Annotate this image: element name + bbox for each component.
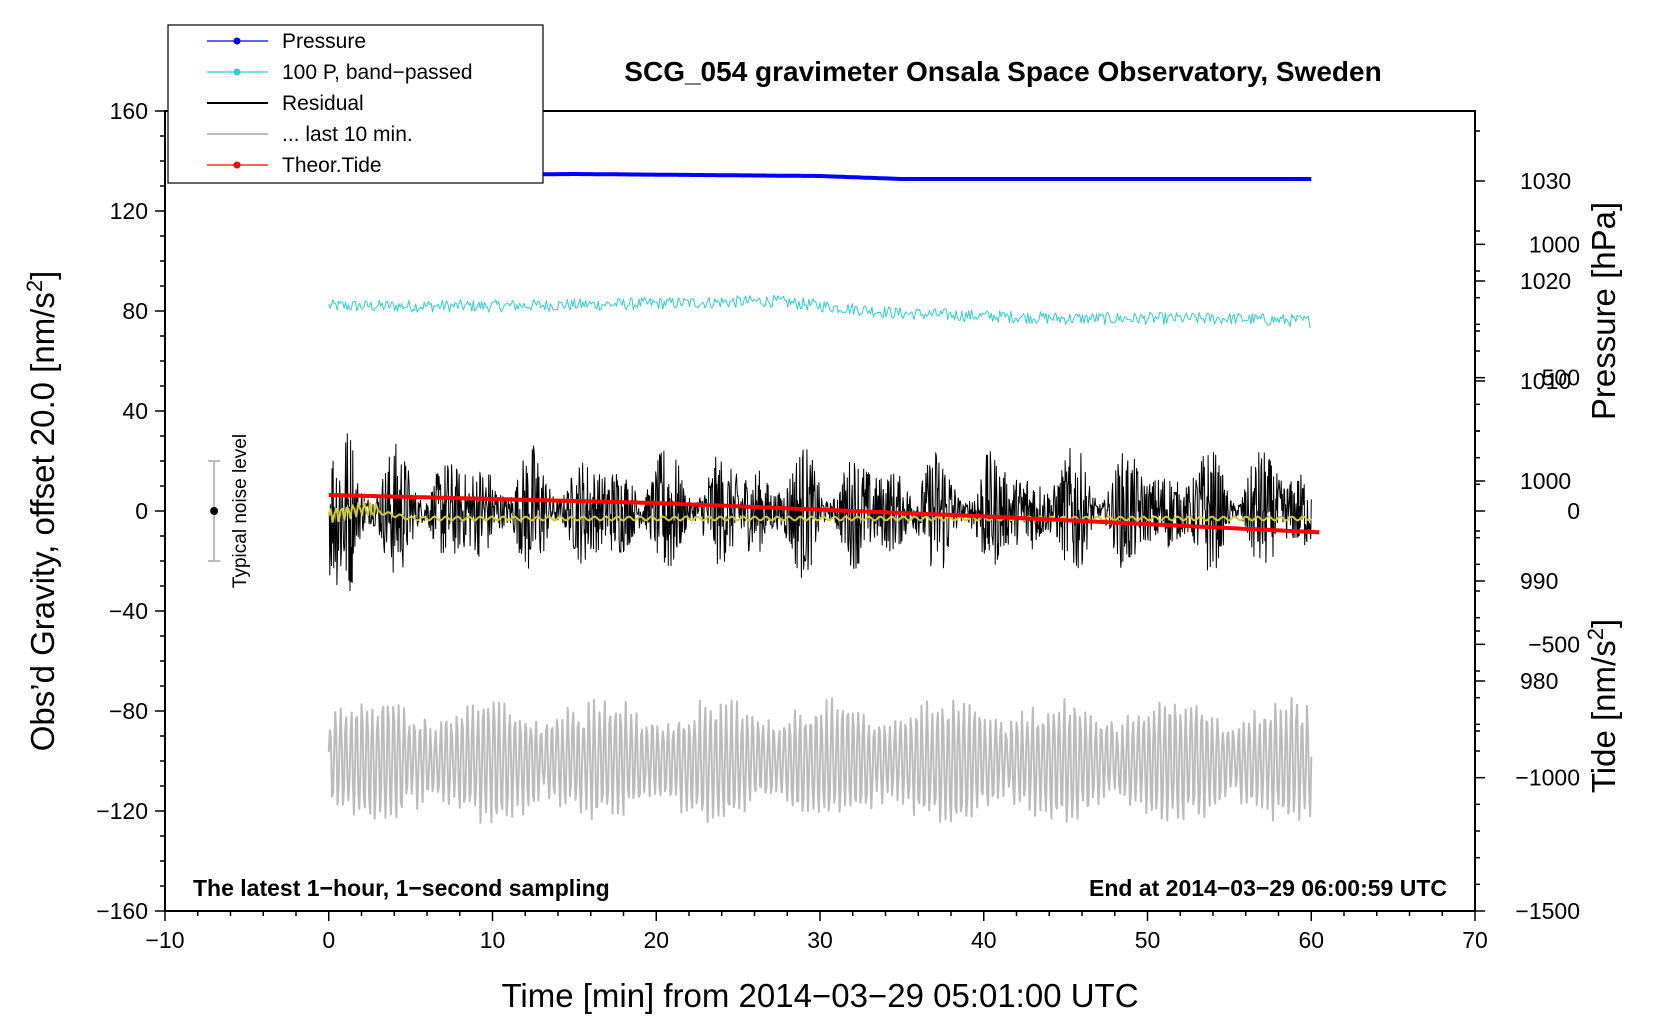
y-left-tick-label: 120 <box>110 198 148 224</box>
series-line-residual <box>328 433 1312 592</box>
y-axis-label-tide-sup: 2 <box>1583 628 1608 640</box>
y-left-tick-label: −120 <box>96 798 148 824</box>
legend-label-theor-tide: Theor.Tide <box>282 154 382 177</box>
y-tide-tick-label: −1000 <box>1515 765 1580 791</box>
x-tick-label: −10 <box>145 927 184 953</box>
legend-label-residual: Residual <box>282 92 364 115</box>
x-tick-label: 50 <box>1135 927 1161 953</box>
noise-center-dot <box>210 507 219 515</box>
series-line-residual-smoothed <box>327 501 1312 523</box>
y-left-tick-label: 0 <box>135 498 148 524</box>
y-axis-label-left: Obs’d Gravity, offset 20.0 [nm/s2] <box>22 271 61 752</box>
y-pressure-tick-label: 1020 <box>1520 268 1571 294</box>
y-axis-label-left-main: Obs’d Gravity, offset 20.0 [nm/s <box>24 292 61 751</box>
y-axis-label-tide: Tide [nm/s2] <box>1583 619 1622 793</box>
y-tide-tick-label: 1000 <box>1529 231 1580 257</box>
y-tide-tick-label: −500 <box>1528 631 1580 657</box>
y-tide-tick-label: 0 <box>1567 498 1580 524</box>
noise-label: Typical noise level <box>230 434 251 588</box>
y-pressure-tick-label: 980 <box>1520 668 1558 694</box>
legend: Pressure 100 P, band−passed Residual ... la… <box>167 24 544 184</box>
y-left-tick-label: −40 <box>109 598 148 624</box>
y-left-tick-label: 40 <box>122 398 148 424</box>
noise-indicator: Typical noise level <box>208 434 251 588</box>
y-left-tick-label: 160 <box>110 98 148 124</box>
y-left-tick-label: −80 <box>109 698 148 724</box>
y-axis-label-left-end: ] <box>24 271 61 280</box>
legend-label-last-10-min: ... last 10 min. <box>282 123 413 146</box>
y-pressure-tick-label: 1000 <box>1520 468 1571 494</box>
annotation-sampling: The latest 1−hour, 1−second sampling <box>193 875 610 901</box>
x-tick-label: 10 <box>480 927 506 953</box>
legend-marker-pressure <box>233 37 241 45</box>
y-axis-label-tide-main: Tide [nm/s <box>1585 640 1622 793</box>
y-axis-label-pressure: Pressure [hPa] <box>1585 202 1622 420</box>
legend-marker-theor-tide <box>233 161 241 169</box>
series-line-theor-tide <box>328 493 1320 535</box>
y-left-tick-label: 80 <box>122 298 148 324</box>
y-tide-tick-label: 500 <box>1542 365 1580 391</box>
x-tick-label: 30 <box>807 927 833 953</box>
y-axis-label-tide-end: ] <box>1585 619 1622 628</box>
axes-layer: −10 0 10 20 30 40 50 60 7016012080400−40−80−120−… <box>96 98 1580 953</box>
x-tick-label: 20 <box>643 927 669 953</box>
x-tick-label: 40 <box>971 927 997 953</box>
legend-label-pressure: Pressure <box>282 30 366 53</box>
x-tick-label: 60 <box>1298 927 1324 953</box>
y-pressure-tick-label: 1010 <box>1520 368 1571 394</box>
y-tide-tick-label: −1500 <box>1515 898 1580 924</box>
legend-marker-100-p-band-passed <box>233 68 241 76</box>
x-axis-label: Time [min] from 2014−03−29 05:01:00 UTC <box>501 977 1138 1014</box>
y-axis-label-left-sup: 2 <box>22 280 47 292</box>
y-left-tick-label: −160 <box>96 898 148 924</box>
series-line-last-10-min <box>327 696 1313 824</box>
x-tick-label: 0 <box>322 927 335 953</box>
y-pressure-tick-label: 1030 <box>1520 168 1571 194</box>
chart-title: SCG_054 gravimeter Onsala Space Observat… <box>624 56 1381 87</box>
series-line-100-p-band-passed <box>328 294 1312 328</box>
x-tick-label: 70 <box>1462 927 1488 953</box>
series-layer <box>327 172 1320 824</box>
y-pressure-tick-label: 990 <box>1520 568 1558 594</box>
legend-label-100-p-band-passed: 100 P, band−passed <box>282 61 473 84</box>
annotation-end-time: End at 2014−03−29 06:00:59 UTC <box>1089 875 1447 901</box>
